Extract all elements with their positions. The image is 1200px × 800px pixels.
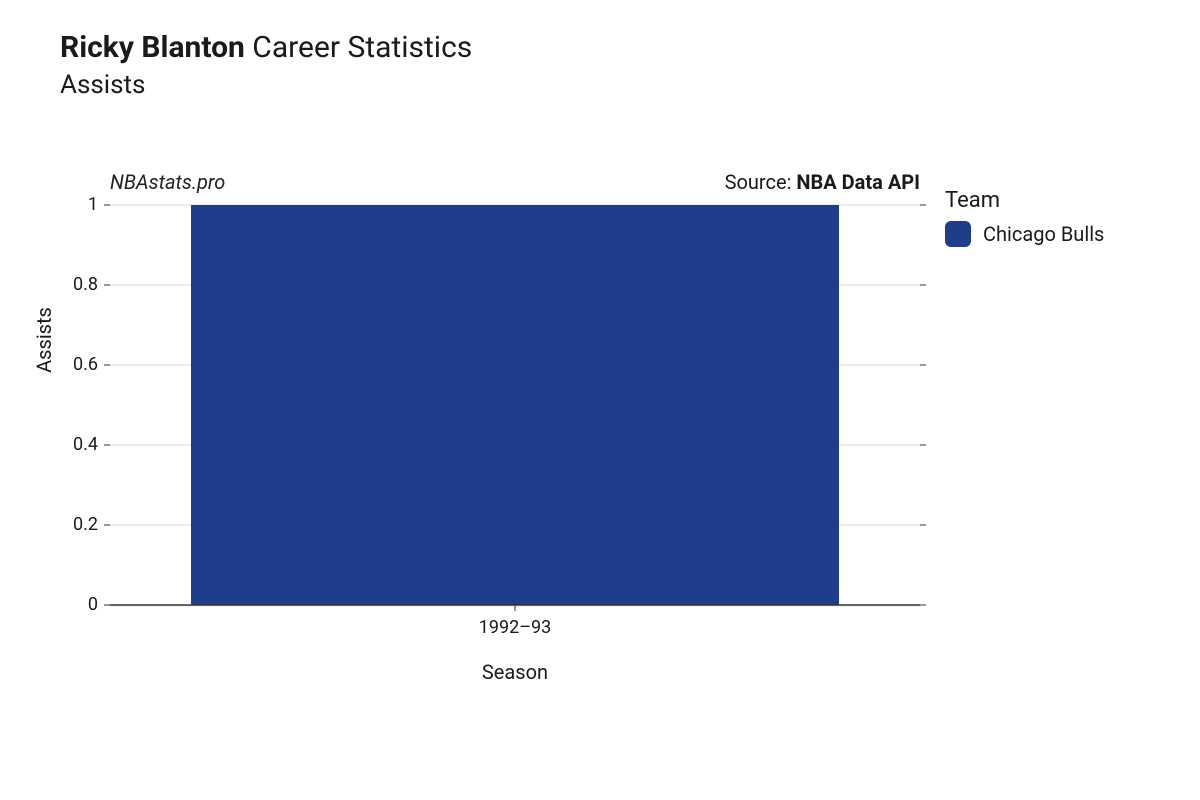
legend-title: Team	[945, 188, 1104, 213]
y-tick-label: 0	[52, 594, 98, 615]
chart-container: Ricky Blanton Career Statistics Assists …	[0, 0, 1200, 800]
legend-label: Chicago Bulls	[983, 222, 1104, 246]
y-tick-label: 0.8	[52, 274, 98, 295]
y-tick-label: 0.4	[52, 434, 98, 455]
y-tick-label: 1	[52, 194, 98, 215]
y-tick-label: 0.2	[52, 514, 98, 535]
y-axis-label: Assists	[32, 240, 56, 440]
bar	[191, 205, 839, 605]
legend-swatch	[945, 221, 971, 247]
y-tick-label: 0.6	[52, 354, 98, 375]
legend: Team Chicago Bulls	[945, 188, 1104, 247]
x-tick-label: 1992–93	[435, 617, 595, 638]
legend-item: Chicago Bulls	[945, 221, 1104, 247]
x-axis-label: Season	[110, 660, 920, 684]
